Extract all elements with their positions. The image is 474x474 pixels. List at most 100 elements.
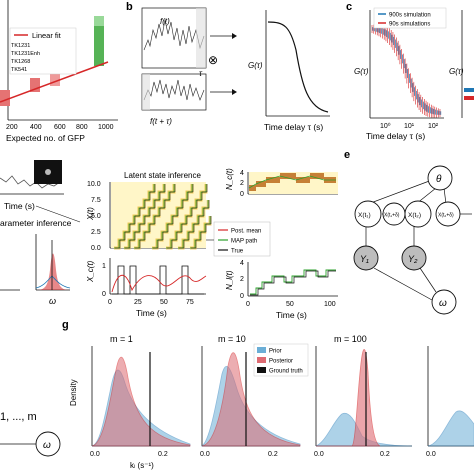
- panel-a-red-bar-2: [30, 78, 40, 92]
- panel-g-legend-truth: Ground truth: [269, 369, 303, 375]
- panel-a-strain-label: TK1268: [11, 59, 30, 65]
- panel-a-green-bar-light: [94, 16, 104, 26]
- panel-b-arrowhead-top: [232, 33, 237, 39]
- panel-c-xlabel: Time delay τ (s): [366, 131, 425, 141]
- panel-g-xtick: 0.2: [158, 451, 168, 458]
- panel-g-xtick: 0.0: [90, 451, 100, 458]
- panel-g-legend-posterior: Posterior: [269, 359, 293, 365]
- panel-g-title: m = 1: [110, 334, 133, 344]
- panel-d-xc-ytick: 1: [102, 263, 106, 270]
- panel-a-xtick: 600: [54, 124, 66, 131]
- panel-d-cell-spot: [45, 169, 51, 175]
- panel-e-theta-node: [427, 165, 453, 191]
- panel-a-strain-label: TK541: [11, 67, 27, 73]
- panel-g-title: m = 100: [334, 334, 367, 344]
- panel-a-strain-label: TK1231: [11, 43, 30, 49]
- panel-d-xc-xtick: 25: [134, 299, 142, 306]
- panel-d-true-path: [115, 184, 156, 249]
- panel-d-x-ytick: 7.5: [91, 197, 101, 204]
- panel-d-x-ylabel: X(t): [86, 207, 95, 221]
- panel-c-xtick: 10¹: [404, 123, 415, 130]
- panel-d-nc-ylabel: N_c(t): [225, 168, 234, 190]
- panel-e-y1-label: Y₁: [360, 254, 369, 264]
- panel-d-xc-post-mean: [111, 274, 207, 293]
- panel-c-legend-900: 900s simulation: [389, 13, 431, 19]
- panel-g-letter: g: [62, 319, 69, 331]
- panel-b-tau-label: τ: [199, 69, 203, 78]
- panel-d-connector: [35, 205, 81, 223]
- panel-c-right-legend-mark: [464, 88, 474, 92]
- panel-g-title: m = 10: [218, 334, 246, 344]
- panel-a-strain-label: TK1231Enh: [11, 51, 40, 57]
- panel-b-g-xlabel: Time delay τ (s): [264, 122, 323, 132]
- panel-e-edge: [367, 179, 433, 205]
- panel-b-g-ylabel: G(τ): [248, 61, 263, 70]
- panel-g-xtick: 0.0: [426, 451, 436, 458]
- panel-d-xc-true: [112, 265, 204, 295]
- panel-e-letter: e: [344, 149, 350, 161]
- panel-d-omega: ω: [49, 296, 56, 306]
- panel-a-xlabel: Expected no. of GFP: [6, 133, 85, 143]
- panel-d-nl-ytick: 2: [240, 276, 244, 283]
- panel-e-x1-node: [354, 200, 382, 228]
- panel-a-xtick: 200: [6, 124, 18, 131]
- panel-d-x-ytick: 10.0: [87, 181, 101, 188]
- panel-d-nl-true: [250, 270, 336, 296]
- panel-g-prior-3: [315, 412, 413, 447]
- panel-d-index-label: 1, ..., m: [0, 411, 37, 423]
- panel-d-data-trace: [0, 175, 61, 189]
- panel-c-legend-90: 90s simulations: [389, 22, 430, 28]
- panel-d-nl-xlabel: Time (s): [276, 310, 307, 320]
- panel-d-time-label: Time (s): [4, 201, 35, 211]
- panel-e-edge: [443, 187, 447, 205]
- panel-d-true-path: [179, 200, 210, 249]
- panel-d-nl-xtick: 100: [324, 301, 336, 308]
- panel-a-xtick: 400: [30, 124, 42, 131]
- panel-g-xtick: 0.2: [380, 451, 390, 458]
- panel-d-omega-node-label: ω: [43, 440, 51, 451]
- panel-e: e θ X(t₁) X(t₁+δ) X(t₂) X(t₂+δ) Y₁ Y₂ ω: [344, 149, 472, 315]
- panel-d-legend-mean: Post. mean: [231, 229, 261, 235]
- panel-d-nl-xtick: 0: [246, 301, 250, 308]
- panel-d-nl-map: [250, 269, 336, 295]
- panel-d-true-path: [191, 216, 212, 249]
- panel-d-param-posterior: [36, 253, 70, 290]
- panel-g-posterior-3: [316, 349, 381, 447]
- panel-d-nc-heatmap: [248, 172, 338, 194]
- panel-b: b f(t) τ f(t + τ) ⊗ G(τ) Time delay τ (s…: [126, 1, 330, 132]
- panel-d-xc-xlabel: Time (s): [136, 308, 167, 318]
- panel-g-legend-swatch-truth: [257, 367, 266, 373]
- panel-d-nc-ytick: 4: [240, 170, 244, 177]
- panel-d-map-path: [178, 200, 209, 249]
- panel-d-nc-band: [310, 173, 324, 179]
- panel-d-nc-map: [248, 175, 336, 189]
- panel-e-x1-label: X(t₁): [358, 212, 371, 219]
- panel-g-legend-swatch-posterior: [257, 357, 266, 363]
- panel-e-omega-label: ω: [439, 298, 447, 309]
- panel-e-y1-node: [353, 245, 379, 271]
- panel-g-prior-4: [427, 410, 474, 447]
- panel-d-x-ytick: 0.0: [91, 245, 101, 252]
- panel-g: g m = 1 m = 10 m = 100 Density Prior Pos…: [62, 319, 474, 470]
- panel-g-xtick: 0.0: [200, 451, 210, 458]
- panel-g-posterior-1: [91, 357, 191, 447]
- panel-b-bottom-trace: [143, 79, 205, 101]
- panel-d-x-ytick: 2.5: [91, 229, 101, 236]
- panel-e-omega-node: [431, 289, 457, 315]
- panel-d-x-ytick: 5.0: [91, 213, 101, 220]
- panel-d-latent-title: Latent state inference: [124, 171, 201, 180]
- panel-d-nc-band: [249, 185, 256, 191]
- panel-g-posterior-2: [201, 352, 301, 447]
- panel-d-x-heatmap: [111, 182, 212, 250]
- panel-d-legend-true: True: [231, 249, 244, 255]
- panel-g-legend-swatch-prior: [257, 347, 266, 353]
- panel-d-nl-ytick: 0: [240, 293, 244, 300]
- panel-g-xlabel: kₗ (s⁻¹): [130, 461, 154, 470]
- panel-c-right-ylabel: G(τ): [449, 67, 464, 76]
- panel-d-xc-xtick: 0: [108, 299, 112, 306]
- panel-c-error-bars: [371, 24, 442, 118]
- panel-b-tau-shade-2: [142, 74, 150, 110]
- panel-g-xtick: 0.2: [268, 451, 278, 458]
- panel-b-top-label: f(t): [160, 17, 170, 26]
- panel-g-xtick: 0.0: [314, 451, 324, 458]
